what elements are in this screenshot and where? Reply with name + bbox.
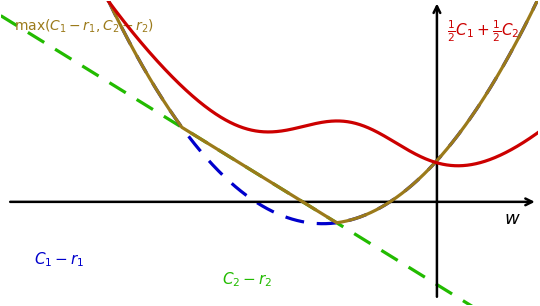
Text: $\max(C_1 - r_1, C_2 - r_2)$: $\max(C_1 - r_1, C_2 - r_2)$ <box>14 18 154 35</box>
Text: $C_1 - r_1$: $C_1 - r_1$ <box>34 250 85 269</box>
Text: $w$: $w$ <box>504 211 521 229</box>
Text: $\frac{1}{2}C_1 + \frac{1}{2}C_2$: $\frac{1}{2}C_1 + \frac{1}{2}C_2$ <box>447 18 519 43</box>
Text: $C_2 - r_2$: $C_2 - r_2$ <box>222 270 273 289</box>
